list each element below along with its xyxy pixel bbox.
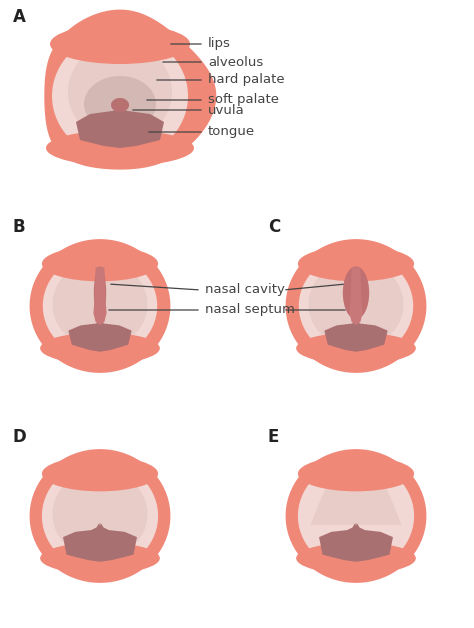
- Ellipse shape: [298, 246, 414, 281]
- Polygon shape: [299, 253, 413, 359]
- Ellipse shape: [50, 24, 190, 64]
- Text: alveolus: alveolus: [208, 55, 263, 68]
- Polygon shape: [53, 260, 147, 349]
- Text: C: C: [268, 218, 280, 236]
- Polygon shape: [76, 109, 164, 148]
- Text: lips: lips: [208, 38, 231, 50]
- Polygon shape: [310, 474, 402, 525]
- Polygon shape: [298, 462, 414, 571]
- Ellipse shape: [298, 456, 414, 491]
- Polygon shape: [286, 239, 427, 373]
- Text: uvula: uvula: [208, 104, 245, 117]
- Polygon shape: [309, 260, 403, 349]
- Polygon shape: [84, 76, 156, 132]
- Ellipse shape: [296, 332, 416, 364]
- Text: nasal cavity: nasal cavity: [205, 283, 285, 296]
- Ellipse shape: [42, 456, 158, 491]
- Polygon shape: [52, 33, 188, 159]
- Polygon shape: [63, 523, 137, 562]
- Polygon shape: [29, 239, 170, 373]
- Text: A: A: [13, 8, 26, 26]
- Text: D: D: [13, 428, 27, 446]
- Polygon shape: [43, 253, 157, 359]
- Text: E: E: [268, 428, 279, 446]
- Polygon shape: [319, 523, 393, 562]
- Ellipse shape: [343, 266, 369, 319]
- Polygon shape: [324, 322, 388, 352]
- Polygon shape: [42, 462, 158, 571]
- Polygon shape: [68, 322, 132, 352]
- Ellipse shape: [46, 130, 194, 166]
- Ellipse shape: [40, 332, 160, 364]
- Ellipse shape: [40, 543, 160, 574]
- Polygon shape: [111, 98, 129, 112]
- Polygon shape: [45, 9, 216, 170]
- Polygon shape: [93, 268, 107, 325]
- Polygon shape: [349, 268, 363, 325]
- Text: tongue: tongue: [208, 126, 255, 139]
- Polygon shape: [53, 470, 147, 558]
- Ellipse shape: [42, 246, 158, 281]
- Ellipse shape: [94, 266, 106, 319]
- Text: hard palate: hard palate: [208, 73, 284, 87]
- Polygon shape: [29, 449, 170, 583]
- Text: soft palate: soft palate: [208, 94, 279, 107]
- Text: nasal septum: nasal septum: [205, 303, 295, 317]
- Polygon shape: [286, 449, 427, 583]
- Polygon shape: [68, 42, 172, 142]
- Text: B: B: [13, 218, 26, 236]
- Ellipse shape: [296, 543, 416, 574]
